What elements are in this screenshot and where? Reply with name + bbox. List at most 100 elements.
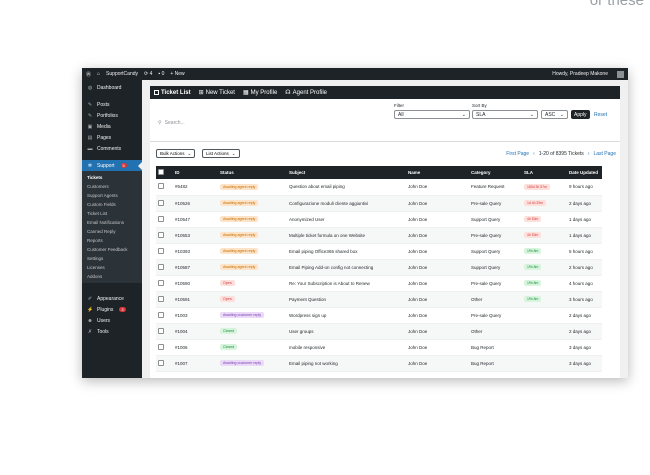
comments-icon[interactable]: ▪ 0: [158, 71, 165, 77]
ticket-id[interactable]: #6482: [175, 184, 188, 190]
search-box[interactable]: ⚲ Search...: [158, 120, 185, 126]
submenu-item-support-agents[interactable]: Support Agents: [87, 193, 118, 198]
ticket-subject[interactable]: User groups: [289, 328, 314, 334]
table-row[interactable]: #1003 Awaiting customer reply Wordpress si…: [156, 307, 602, 323]
row-checkbox[interactable]: [158, 215, 164, 222]
row-checkbox[interactable]: [158, 183, 164, 190]
submenu-item-tickets[interactable]: Tickets: [87, 175, 103, 180]
tab-ticket-list[interactable]: Ticket List: [154, 90, 191, 96]
row-checkbox[interactable]: [158, 247, 164, 254]
row-checkbox[interactable]: [158, 263, 164, 270]
ticket-subject[interactable]: Payment Question: [289, 296, 327, 302]
column-sla[interactable]: SLA: [524, 170, 533, 175]
submenu-item-canned-reply[interactable]: Canned Reply: [87, 229, 116, 234]
wordpress-icon[interactable]: Ⓦ: [86, 71, 92, 78]
apply-button[interactable]: Apply: [571, 110, 590, 119]
ticket-id[interactable]: #10547: [175, 216, 191, 222]
chevron-right-icon[interactable]: ›: [587, 151, 590, 157]
column-category[interactable]: Category: [471, 170, 491, 175]
ticket-id[interactable]: #10591: [175, 296, 191, 302]
sidebar-item-media[interactable]: ▣ Media: [82, 121, 142, 132]
ticket-subject[interactable]: Email piping Office365 shared box: [289, 248, 358, 254]
sidebar-item-posts[interactable]: ✎ Posts: [82, 99, 142, 110]
submenu-item-settings[interactable]: Settings: [87, 256, 104, 261]
ticket-id[interactable]: #1007: [175, 360, 188, 366]
ticket-id[interactable]: #1004: [175, 328, 188, 334]
ticket-id[interactable]: #10590: [175, 280, 191, 286]
column-date-updated[interactable]: Date Updated: [569, 170, 599, 175]
submenu-item-addons[interactable]: Addons: [87, 274, 103, 279]
table-row[interactable]: #10393 Awaiting agent reply Email piping O…: [156, 243, 602, 259]
first-page-link[interactable]: First Page: [506, 151, 530, 157]
row-checkbox[interactable]: [158, 327, 164, 334]
ticket-subject[interactable]: Re: Your Subscription is About to Renew: [289, 280, 370, 286]
ticket-subject[interactable]: Anonymized User: [289, 216, 325, 222]
sidebar-item-pages[interactable]: ▤ Pages: [82, 132, 142, 143]
sidebar-item-tools[interactable]: ✗ Tools: [82, 326, 142, 337]
updates-icon[interactable]: ⟳ 4: [144, 71, 153, 77]
ticket-id[interactable]: #10393: [175, 248, 191, 254]
submenu-item-ticket-list[interactable]: Ticket List: [87, 211, 108, 216]
row-checkbox[interactable]: [158, 311, 164, 318]
table-row[interactable]: #10526 Awaiting agent reply Configurazione…: [156, 195, 602, 211]
sidebar-item-users[interactable]: ☻ Users: [82, 315, 142, 326]
chevron-left-icon[interactable]: ‹: [533, 151, 535, 157]
submenu-item-licenses[interactable]: Licenses: [87, 265, 105, 270]
ticket-subject[interactable]: Wordpress sign up: [289, 312, 327, 318]
tab-agent-profile[interactable]: ☊ Agent Profile: [285, 89, 327, 97]
new-button[interactable]: + New: [170, 71, 185, 77]
reset-link[interactable]: Reset: [594, 112, 608, 118]
sort-by-select[interactable]: SLA ⌄: [472, 110, 538, 119]
table-row[interactable]: #10553 Awaiting agent reply Multiple ticke…: [156, 227, 602, 243]
ticket-subject[interactable]: Question about email piping: [289, 184, 345, 190]
bulk-actions-dropdown[interactable]: Bulk Actions ⌄: [156, 149, 196, 158]
howdy-user[interactable]: Howdy, Pradeep Makone: [552, 71, 608, 77]
table-row[interactable]: #10591 Open Payment Question John Doe Other 1…: [156, 291, 602, 307]
filter-select[interactable]: All ⌄: [394, 110, 470, 119]
row-checkbox[interactable]: [158, 199, 164, 206]
select-all-checkbox[interactable]: [158, 169, 164, 175]
site-name[interactable]: SupportCandy: [106, 71, 139, 77]
row-checkbox[interactable]: [158, 343, 164, 350]
sort-order-select[interactable]: ASC ⌄: [541, 110, 568, 119]
table-row[interactable]: #1007 Awaiting customer reply Email piping…: [156, 355, 602, 371]
list-actions-dropdown[interactable]: List Actions ⌄: [202, 149, 240, 158]
column-status[interactable]: Status: [220, 170, 234, 175]
sidebar-item-support[interactable]: ✲ Support 5: [82, 160, 142, 171]
ticket-subject[interactable]: Email Piping Add-on config not connectin…: [289, 264, 374, 270]
table-row[interactable]: #1004 Closed User groups John Doe Other 2 day…: [156, 323, 602, 339]
ticket-id[interactable]: #1003: [175, 312, 188, 318]
row-checkbox[interactable]: [158, 231, 164, 238]
sidebar-item-appearance[interactable]: ✐ Appearance: [82, 293, 142, 304]
sidebar-item-dashboard[interactable]: ◍ Dashboard: [82, 82, 142, 93]
column-name[interactable]: Name: [408, 170, 421, 175]
submenu-item-custom-fields[interactable]: Custom Fields: [87, 202, 116, 207]
ticket-id[interactable]: #1006: [175, 344, 188, 350]
ticket-subject[interactable]: mobile responsive: [289, 344, 326, 350]
sidebar-item-comments[interactable]: ▬ Comments: [82, 143, 142, 154]
table-row[interactable]: #1006 Closed mobile responsive John Doe Bug …: [156, 339, 602, 355]
table-row[interactable]: #10587 Awaiting agent reply Email Piping A…: [156, 259, 602, 275]
table-row[interactable]: #10547 Awaiting agent reply Anonymized Use…: [156, 211, 602, 227]
table-row[interactable]: #6482 Awaiting agent reply Question about …: [156, 179, 602, 195]
row-checkbox[interactable]: [158, 279, 164, 286]
row-checkbox[interactable]: [158, 359, 164, 366]
ticket-id[interactable]: #10587: [175, 264, 191, 270]
ticket-subject[interactable]: Configurazione moduli cliente aggiuntivi: [289, 200, 369, 206]
table-row[interactable]: #10590 Open Re: Your Subscription is About…: [156, 275, 602, 291]
submenu-item-customers[interactable]: Customers: [87, 184, 109, 189]
ticket-subject[interactable]: Multiple ticket formula on one Website: [289, 232, 365, 238]
ticket-subject[interactable]: Email piping not working: [289, 360, 338, 366]
row-checkbox[interactable]: [158, 295, 164, 302]
last-page-link[interactable]: Last Page: [593, 151, 616, 157]
submenu-item-email-notifications[interactable]: Email Notifications: [87, 220, 125, 225]
column-id[interactable]: ID: [175, 170, 180, 175]
sidebar-item-plugins[interactable]: ⚡ Plugins 3: [82, 304, 142, 315]
submenu-item-reports[interactable]: Reports: [87, 238, 103, 243]
sidebar-item-portfolios[interactable]: ✎ Portfolios: [82, 110, 142, 121]
tab-my-profile[interactable]: ▦ My Profile: [243, 89, 277, 97]
ticket-id[interactable]: #10526: [175, 200, 191, 206]
submenu-item-customer-feedback[interactable]: Customer Feedback: [87, 247, 128, 252]
column-subject[interactable]: Subject: [289, 170, 306, 175]
avatar[interactable]: [617, 70, 624, 78]
